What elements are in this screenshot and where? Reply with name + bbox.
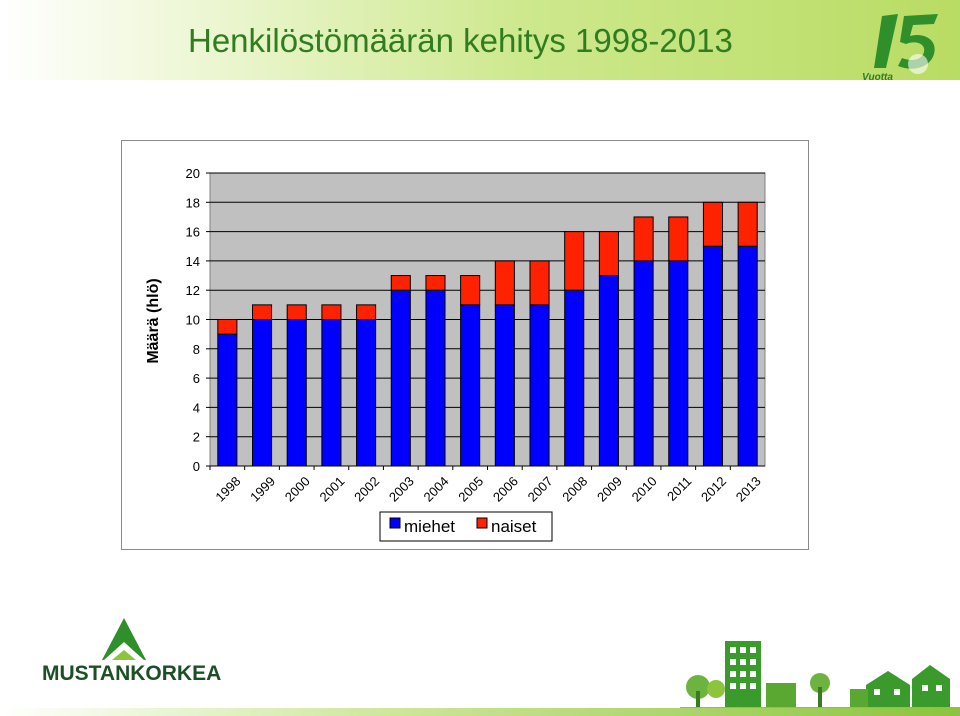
bar-miehet-2007 xyxy=(529,304,550,467)
bar-miehet-2001 xyxy=(321,319,342,467)
y-tick-label: 12 xyxy=(186,283,200,298)
company-name: MUSTANKORKEA xyxy=(42,662,222,685)
x-tick-label: 2010 xyxy=(629,474,660,505)
bar-naiset-2007 xyxy=(529,260,550,306)
legend-label-naiset: naiset xyxy=(491,517,537,536)
x-tick-label: 2005 xyxy=(455,474,486,505)
x-tick-label: 2002 xyxy=(351,474,382,505)
bar-naiset-2009 xyxy=(598,231,619,277)
bar-naiset-2012 xyxy=(702,201,724,247)
bar-naiset-2003 xyxy=(390,275,411,291)
bar-miehet-2002 xyxy=(356,319,377,467)
bar-naiset-2005 xyxy=(460,275,481,306)
y-tick-label: 0 xyxy=(193,459,200,474)
y-tick-label: 4 xyxy=(193,400,200,415)
anniversary-text: Vuotta xyxy=(862,72,893,82)
x-tick-label: 2011 xyxy=(664,474,694,504)
x-tick-label: 1999 xyxy=(247,474,278,505)
anniversary-logo: Vuotta xyxy=(862,14,938,82)
mustankorkea-logo-icon xyxy=(102,618,146,660)
bar-naiset-2006 xyxy=(494,260,515,306)
bar-miehet-2010 xyxy=(633,260,654,467)
legend-swatch-miehet xyxy=(389,517,401,529)
bar-miehet-1998 xyxy=(217,333,238,467)
bar-miehet-2012 xyxy=(702,245,724,467)
bar-naiset-2013 xyxy=(737,201,758,247)
bar-miehet-2006 xyxy=(494,304,515,467)
bar-miehet-2011 xyxy=(668,260,689,467)
y-tick-label: 8 xyxy=(193,342,200,357)
bar-naiset-2002 xyxy=(356,304,377,321)
bar-miehet-2004 xyxy=(425,289,446,467)
bar-miehet-2003 xyxy=(390,289,411,467)
y-tick-label: 20 xyxy=(186,166,200,181)
chart-frame: 0 2 4 6 8 10 12 14 16 18 20 1998 1999 2000 2001 2002 20… xyxy=(121,140,809,550)
page-title: Henkilöstömäärän kehitys 1998-2013 xyxy=(188,22,733,59)
x-tick-label: 2000 xyxy=(282,474,313,505)
bar-naiset-2008 xyxy=(564,231,585,291)
x-tick-label: 2007 xyxy=(525,474,556,505)
x-tick-label: 2013 xyxy=(733,474,764,505)
bar-naiset-1998 xyxy=(217,319,238,335)
y-axis-label: Määrä (hlö) xyxy=(145,278,162,363)
bar-naiset-2004 xyxy=(425,275,446,291)
bar-miehet-2013 xyxy=(737,245,758,467)
bar-miehet-2000 xyxy=(286,319,307,467)
x-tick-label: 2003 xyxy=(386,474,417,505)
y-tick-label: 16 xyxy=(186,225,200,240)
bar-naiset-1999 xyxy=(251,304,273,321)
city-skyline-illustration xyxy=(680,641,960,713)
header-banner: Henkilöstömäärän kehitys 1998-2013 Vuott… xyxy=(0,0,960,82)
legend-label-miehet: miehet xyxy=(404,517,455,536)
bar-naiset-2011 xyxy=(668,216,689,262)
x-tick-label: 2008 xyxy=(559,474,590,505)
bar-naiset-2000 xyxy=(286,304,307,321)
bar-naiset-2001 xyxy=(321,304,342,321)
y-tick-label: 18 xyxy=(186,195,200,210)
legend-box xyxy=(379,511,553,542)
y-tick-label: 10 xyxy=(186,313,200,328)
legend-swatch-naiset xyxy=(476,517,488,529)
x-tick-label: 2001 xyxy=(316,474,347,505)
x-tick-label: 2009 xyxy=(594,474,625,505)
y-tick-label: 6 xyxy=(193,371,200,386)
bar-miehet-1999 xyxy=(251,319,273,467)
x-tick-label: 2004 xyxy=(421,474,452,505)
footer-strip xyxy=(0,708,960,716)
y-tick-label: 2 xyxy=(193,430,200,445)
y-tick-label: 14 xyxy=(186,254,200,269)
legend: miehet naiset xyxy=(379,511,553,542)
x-tick-label: 1998 xyxy=(212,474,243,505)
bar-miehet-2005 xyxy=(460,304,481,467)
bar-naiset-2010 xyxy=(633,216,654,262)
x-tick-label: 2006 xyxy=(490,474,521,505)
x-tick-label: 2012 xyxy=(698,474,729,505)
bar-miehet-2008 xyxy=(564,289,585,467)
bar-miehet-2009 xyxy=(598,275,619,467)
